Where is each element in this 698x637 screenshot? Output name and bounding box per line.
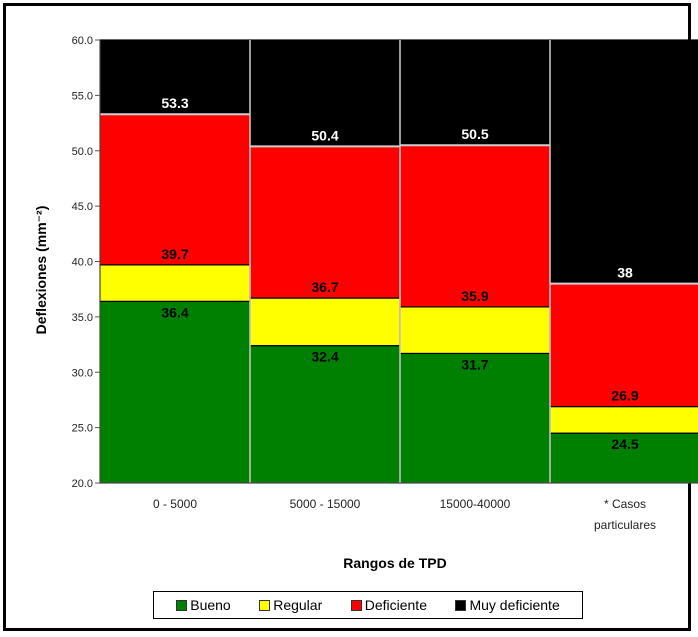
data-label: 24.5 xyxy=(611,436,638,452)
legend-swatch xyxy=(350,599,362,611)
bar-segment-deficiente-3 xyxy=(549,283,698,408)
bar-segment-bueno-1 xyxy=(249,345,401,484)
y-tick-label: 45.0 xyxy=(72,201,93,213)
bar-segment-regular-1 xyxy=(249,297,401,347)
bars-group xyxy=(99,39,698,484)
data-label: 26.9 xyxy=(611,388,638,404)
x-category-label: 0 - 5000 xyxy=(153,497,197,511)
data-labels-group: 36.4 39.7 53.3 32.4 36.7 50.4 31.7 35.9 50.5 24.5… xyxy=(161,95,638,452)
legend-swatch xyxy=(455,599,467,611)
legend: Bueno Regular Deficiente Muy deficiente xyxy=(153,591,583,619)
data-label: 36.7 xyxy=(311,279,338,295)
y-tick-label: 40.0 xyxy=(72,257,93,269)
data-label: 53.3 xyxy=(161,95,188,111)
y-tick-label: 55.0 xyxy=(72,90,93,102)
x-category-label: 5000 - 15000 xyxy=(290,497,361,511)
data-label: 50.4 xyxy=(311,127,338,143)
data-label: 32.4 xyxy=(311,349,338,365)
bar-segment-deficiente-0 xyxy=(99,113,251,266)
legend-item: Bueno xyxy=(176,597,231,613)
legend-item: Muy deficiente xyxy=(455,597,560,613)
y-tick-label: 60.0 xyxy=(72,35,93,47)
legend-label: Bueno xyxy=(190,597,231,613)
legend-swatch xyxy=(176,599,188,611)
bar-segment-bueno-2 xyxy=(399,352,551,484)
y-tick-label: 20.0 xyxy=(72,478,93,490)
bar-segment-regular-3 xyxy=(549,405,698,434)
legend-item: Regular xyxy=(259,597,322,613)
legend-label: Deficiente xyxy=(364,597,427,613)
bar-segment-bueno-0 xyxy=(99,300,251,484)
bar-segment-deficiente-1 xyxy=(249,145,401,299)
legend-label: Muy deficiente xyxy=(469,597,560,613)
data-label: 39.7 xyxy=(161,246,188,262)
bar-segment-deficiente-2 xyxy=(399,144,551,308)
x-axis-categories: 0 - 5000 5000 - 15000 15000-40000 * Casos pa… xyxy=(153,497,656,532)
data-label: 36.4 xyxy=(161,304,188,320)
data-label: 50.5 xyxy=(461,126,488,142)
y-axis-title: Deflexiones (mm⁻²) xyxy=(33,206,49,335)
bar-segment-regular-2 xyxy=(399,306,551,355)
bar-segment-muy-deficiente-2 xyxy=(399,39,551,146)
y-tick-label: 30.0 xyxy=(72,367,93,379)
bar-segment-muy-deficiente-3 xyxy=(549,39,698,285)
legend-label: Regular xyxy=(273,597,323,613)
bar-segment-regular-0 xyxy=(99,264,251,302)
y-tick-label: 50.0 xyxy=(72,146,93,158)
y-axis: 20.0 25.0 30.0 35.0 40.0 45.0 50.0 55.0 60.0 xyxy=(72,35,698,490)
y-tick-label: 25.0 xyxy=(72,423,93,435)
data-label: 31.7 xyxy=(461,356,488,372)
x-category-label: 15000-40000 xyxy=(440,497,511,511)
x-axis-title: Rangos de TPD xyxy=(343,555,446,571)
legend-swatch xyxy=(259,599,271,611)
y-tick-label: 35.0 xyxy=(72,312,93,324)
x-category-label: * Casos xyxy=(604,497,646,511)
data-label: 38 xyxy=(617,265,633,281)
bar-segment-muy-deficiente-0 xyxy=(99,39,251,115)
data-label: 35.9 xyxy=(461,288,488,304)
x-category-label: particulares xyxy=(594,518,656,532)
legend-item: Deficiente xyxy=(350,597,427,613)
